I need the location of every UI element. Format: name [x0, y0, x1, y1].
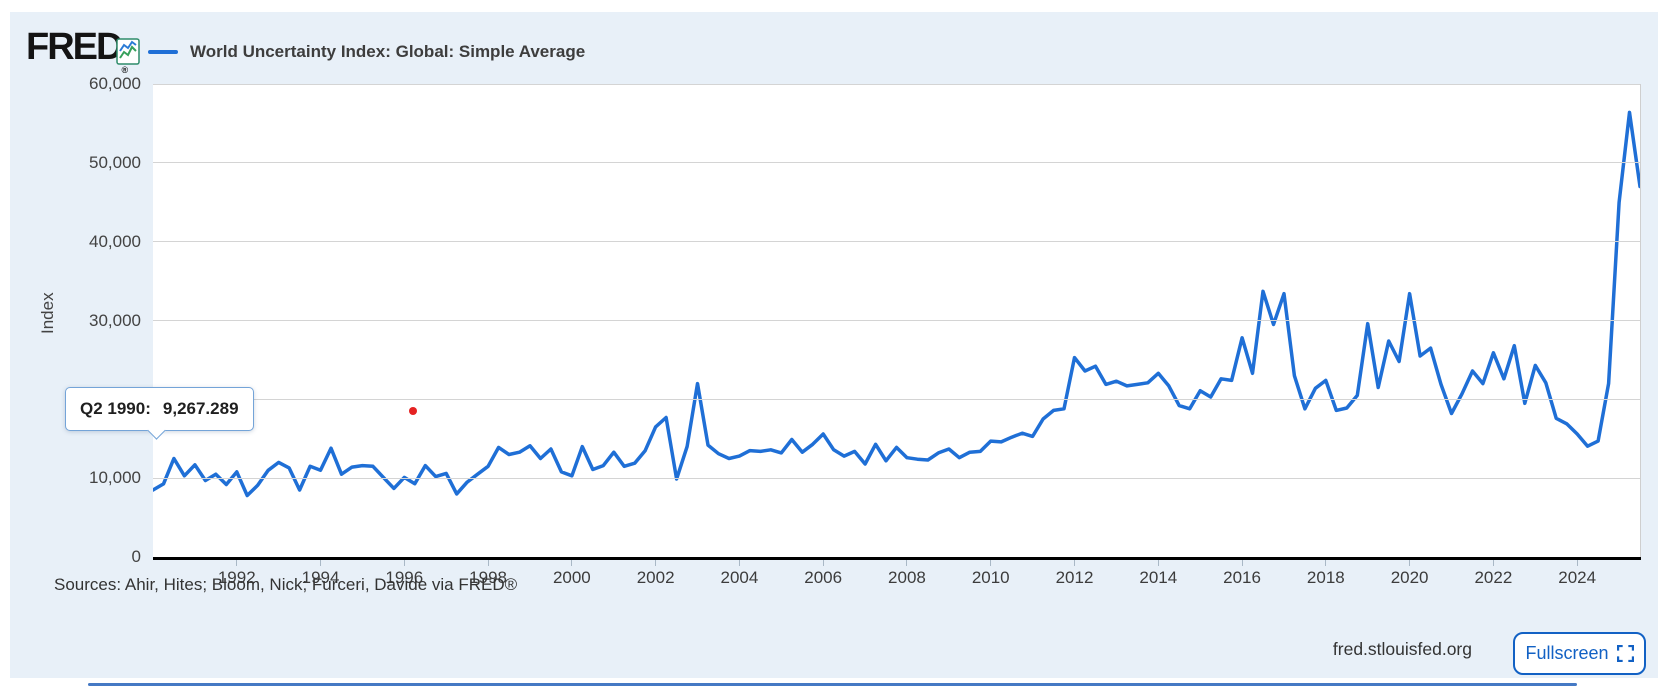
x-tick-label: 2022 — [1474, 568, 1513, 587]
gridline — [153, 83, 1640, 85]
x-tick — [487, 560, 489, 566]
x-tick — [990, 560, 992, 566]
chart-tooltip: Q2 1990: 9,267.289 — [65, 387, 254, 440]
y-tick-label: 0 — [131, 547, 141, 566]
site-url: fred.stlouisfed.org — [1332, 639, 1472, 659]
x-axis-line — [153, 557, 1641, 560]
x-tick — [1241, 560, 1243, 566]
gridline — [153, 477, 1640, 479]
x-tick — [1576, 560, 1578, 566]
x-tick-label: 2018 — [1306, 568, 1345, 587]
x-tick — [1157, 560, 1159, 566]
y-tick-label: 10,000 — [89, 468, 141, 488]
series-svg — [153, 110, 1640, 498]
x-tick — [822, 560, 824, 566]
x-tick-label: 2016 — [1223, 568, 1261, 587]
fred-sparkline-icon — [116, 38, 140, 65]
x-tick-label: 2012 — [1055, 568, 1094, 587]
gridline — [153, 398, 1640, 400]
x-tick — [1325, 560, 1327, 566]
x-tick-label: 2020 — [1390, 568, 1429, 587]
gridline — [153, 320, 1640, 321]
fullscreen-label: Fullscreen — [1525, 643, 1609, 663]
x-tick-label: 2004 — [720, 568, 759, 587]
y-tick-label: 60,000 — [89, 74, 141, 93]
y-tick-label: 40,000 — [89, 231, 141, 251]
sources-text: Sources: Ahir, Hites; Bloom, Nick; Furce… — [54, 575, 518, 594]
fullscreen-icon — [1616, 645, 1634, 662]
fullscreen-button[interactable]: Fullscreen — [1513, 632, 1646, 675]
x-tick — [655, 560, 657, 566]
gridline — [153, 241, 1640, 243]
x-tick — [236, 560, 238, 566]
x-tick — [1409, 560, 1411, 566]
highlight-dot — [408, 407, 417, 415]
fred-logo[interactable]: FRED® — [26, 26, 129, 75]
x-tick — [571, 560, 573, 566]
x-tick-label: 2008 — [888, 568, 926, 587]
y-tick-label: 50,000 — [89, 152, 141, 172]
x-tick-label: 1998 — [469, 568, 507, 587]
x-tick-label: 2010 — [971, 568, 1010, 587]
x-tick-label: 1992 — [217, 568, 256, 587]
x-tick-label: 1994 — [301, 568, 340, 587]
x-tick — [320, 560, 322, 566]
x-tick — [1074, 560, 1076, 566]
x-tick-label: 2000 — [552, 568, 591, 587]
legend-label: World Uncertainty Index: Global: Simple … — [190, 42, 586, 61]
y-tick-label: 30,000 — [89, 310, 141, 330]
x-tick-label: 1996 — [385, 568, 424, 587]
series-line[interactable] — [153, 110, 1640, 498]
tooltip-period: Q2 1990: — [80, 399, 151, 418]
chart-plot-area[interactable] — [153, 83, 1641, 557]
x-tick-label: 2014 — [1139, 568, 1178, 587]
x-tick — [906, 560, 908, 566]
x-tick-label: 2024 — [1558, 568, 1597, 587]
chart-background: FRED® World Uncertainty Index: Global: S… — [10, 12, 1658, 678]
registered-mark: ® — [121, 65, 129, 75]
gridline — [153, 162, 1640, 164]
legend-item[interactable]: World Uncertainty Index: Global: Simple … — [148, 42, 585, 62]
x-tick — [738, 560, 740, 566]
legend-line-marker — [148, 50, 178, 54]
x-tick-label: 2006 — [804, 568, 843, 587]
x-tick — [403, 560, 405, 566]
x-tick — [1492, 560, 1494, 566]
bottom-border-bar — [88, 683, 1577, 686]
tooltip-value: 9,267.289 — [162, 399, 239, 418]
x-tick-label: 2002 — [636, 568, 675, 587]
